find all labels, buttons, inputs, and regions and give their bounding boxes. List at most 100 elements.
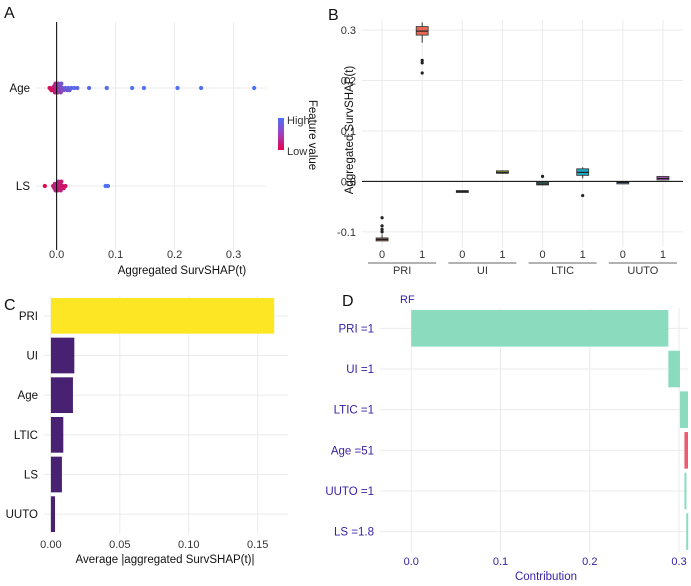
b-outlier xyxy=(380,227,384,231)
b-level-label: 1 xyxy=(499,249,505,261)
d-category-label: UI =1 xyxy=(346,364,374,376)
d-category-label: LS =1.8 xyxy=(334,527,374,539)
b-level-label: 1 xyxy=(660,249,666,261)
c-bar-ls xyxy=(50,456,62,493)
b-level-label: 0 xyxy=(379,249,385,261)
panel-a-x-axis-title: Aggregated SurvSHAP(t) xyxy=(118,265,247,277)
panel-letter-a: A xyxy=(4,5,15,22)
b-group-label-ltic: LTIC xyxy=(551,265,574,277)
d-category-label: Age =51 xyxy=(331,445,374,457)
panel-d-title: RF xyxy=(400,294,415,306)
c-category-label: LTIC xyxy=(14,430,38,442)
b-outlier xyxy=(420,61,424,65)
b-level-label: 1 xyxy=(580,249,586,261)
c-category-label: LS xyxy=(24,470,38,482)
a-point-age xyxy=(75,85,80,91)
a-point-ls xyxy=(105,183,111,189)
a-point-ls xyxy=(42,183,47,189)
c-category-label: UUTO xyxy=(6,509,38,521)
panel-a-x-ticks: 0.0 0.1 0.2 0.3 xyxy=(49,249,241,261)
panel-c-x-axis-title: Average |aggregated SurvSHAP(t)| xyxy=(76,554,255,566)
d-bar-pri-1 xyxy=(411,310,669,347)
panel-letter-c: C xyxy=(4,297,16,314)
b-level-label: 0 xyxy=(540,249,546,261)
panel-letter-d: D xyxy=(342,293,354,310)
d-bar-ls-1-8 xyxy=(686,513,689,550)
b-outlier xyxy=(540,174,545,178)
a-x-tick-label: 0.3 xyxy=(226,249,241,261)
legend-high-label: High xyxy=(287,115,310,127)
legend-title: Feature value xyxy=(306,100,318,170)
b-level-label: 0 xyxy=(459,249,465,261)
b-y-tick-label: 0.1 xyxy=(341,126,356,138)
panel-a-points xyxy=(42,81,257,193)
b-outlier xyxy=(420,71,424,75)
panel-c-category-labels: PRI UI Age LTIC LS UUTO xyxy=(6,311,39,521)
b-outlier xyxy=(420,58,424,62)
panel-b-y-axis-title: Aggregated SurvSHAP(t) xyxy=(344,66,356,195)
panel-c-bar: PRI UI Age LTIC LS UUTO 0.00 0.05 0.10 0.15 Aver… xyxy=(6,296,288,566)
b-outlier xyxy=(380,224,384,228)
d-bar-ltic-1 xyxy=(679,391,688,428)
a-point-age xyxy=(69,85,74,91)
panel-c-x-ticks: 0.00 0.05 0.10 0.15 xyxy=(40,539,268,551)
d-category-label: PRI =1 xyxy=(339,323,374,335)
b-level-label: 0 xyxy=(620,249,626,261)
c-bar-pri xyxy=(50,297,275,334)
a-point-ls xyxy=(59,179,64,184)
a-point-age xyxy=(86,85,92,91)
d-x-tick-label: 0.0 xyxy=(404,556,419,568)
a-point-age xyxy=(72,85,77,91)
a-point-age xyxy=(104,85,109,91)
b-y-tick-label: 0.3 xyxy=(341,25,356,37)
d-category-label: LTIC =1 xyxy=(334,405,374,417)
c-bar-uuto xyxy=(50,496,56,533)
a-point-age xyxy=(175,85,180,91)
a-x-tick-label: 0.2 xyxy=(167,249,182,261)
panel-d-x-ticks: 0.0 0.1 0.2 0.3 xyxy=(404,556,687,568)
panel-a-category-labels: Age LS xyxy=(10,83,31,193)
d-category-label: UUTO =1 xyxy=(325,486,374,498)
d-bar-age-51 xyxy=(684,432,688,469)
category-label-age: Age xyxy=(10,83,30,95)
a-point-age xyxy=(130,85,135,91)
d-bar-ui-1 xyxy=(668,350,680,388)
panel-c-bars xyxy=(50,297,275,533)
d-x-tick-label: 0.1 xyxy=(493,556,508,568)
panel-d-x-axis-title: Contribution xyxy=(515,571,577,583)
b-group-label-ui: UI xyxy=(477,265,488,277)
a-point-age xyxy=(199,85,204,91)
a-point-age xyxy=(58,90,63,95)
panel-b-y-ticks: -0.1 0.0 0.1 0.2 0.3 xyxy=(337,25,356,239)
b-y-tick-label: 0.0 xyxy=(341,176,356,188)
c-bar-ltic xyxy=(50,416,64,453)
c-bar-ui xyxy=(50,337,75,374)
b-y-tick-label: -0.1 xyxy=(337,227,356,239)
c-x-tick-label: 0.10 xyxy=(178,539,199,551)
b-y-tick-label: 0.2 xyxy=(341,76,356,88)
d-bar-uuto-1 xyxy=(684,472,687,510)
panel-d-category-labels: PRI =1 UI =1 LTIC =1 Age =51 UUTO =1 LS =1.8 xyxy=(325,323,374,538)
a-point-age xyxy=(252,85,257,91)
c-category-label: PRI xyxy=(19,311,38,323)
b-outlier xyxy=(380,230,384,234)
d-x-tick-label: 0.2 xyxy=(582,556,597,568)
a-point-age xyxy=(59,81,64,86)
legend-color-bar xyxy=(278,118,284,150)
d-x-tick-label: 0.3 xyxy=(671,556,686,568)
c-category-label: UI xyxy=(27,351,39,363)
b-group-label-pri: PRI xyxy=(393,265,411,277)
b-outlier xyxy=(581,193,585,198)
a-x-tick-label: 0.0 xyxy=(49,249,64,261)
c-x-tick-label: 0.15 xyxy=(247,539,268,551)
c-bar-age xyxy=(50,377,73,414)
panel-a-beeswarm: Age LS 0.0 0.1 0.2 0.3 Aggregated SurvSHAP(… xyxy=(10,22,318,277)
b-group-label-uuto: UUTO xyxy=(627,265,658,277)
panel-b-level-labels: 0 1 0 1 0 1 0 1 xyxy=(379,249,666,261)
panel-c-grid xyxy=(44,296,288,534)
category-label-ls: LS xyxy=(16,181,30,193)
a-x-tick-label: 0.1 xyxy=(108,249,123,261)
panel-letter-b: B xyxy=(328,7,339,24)
